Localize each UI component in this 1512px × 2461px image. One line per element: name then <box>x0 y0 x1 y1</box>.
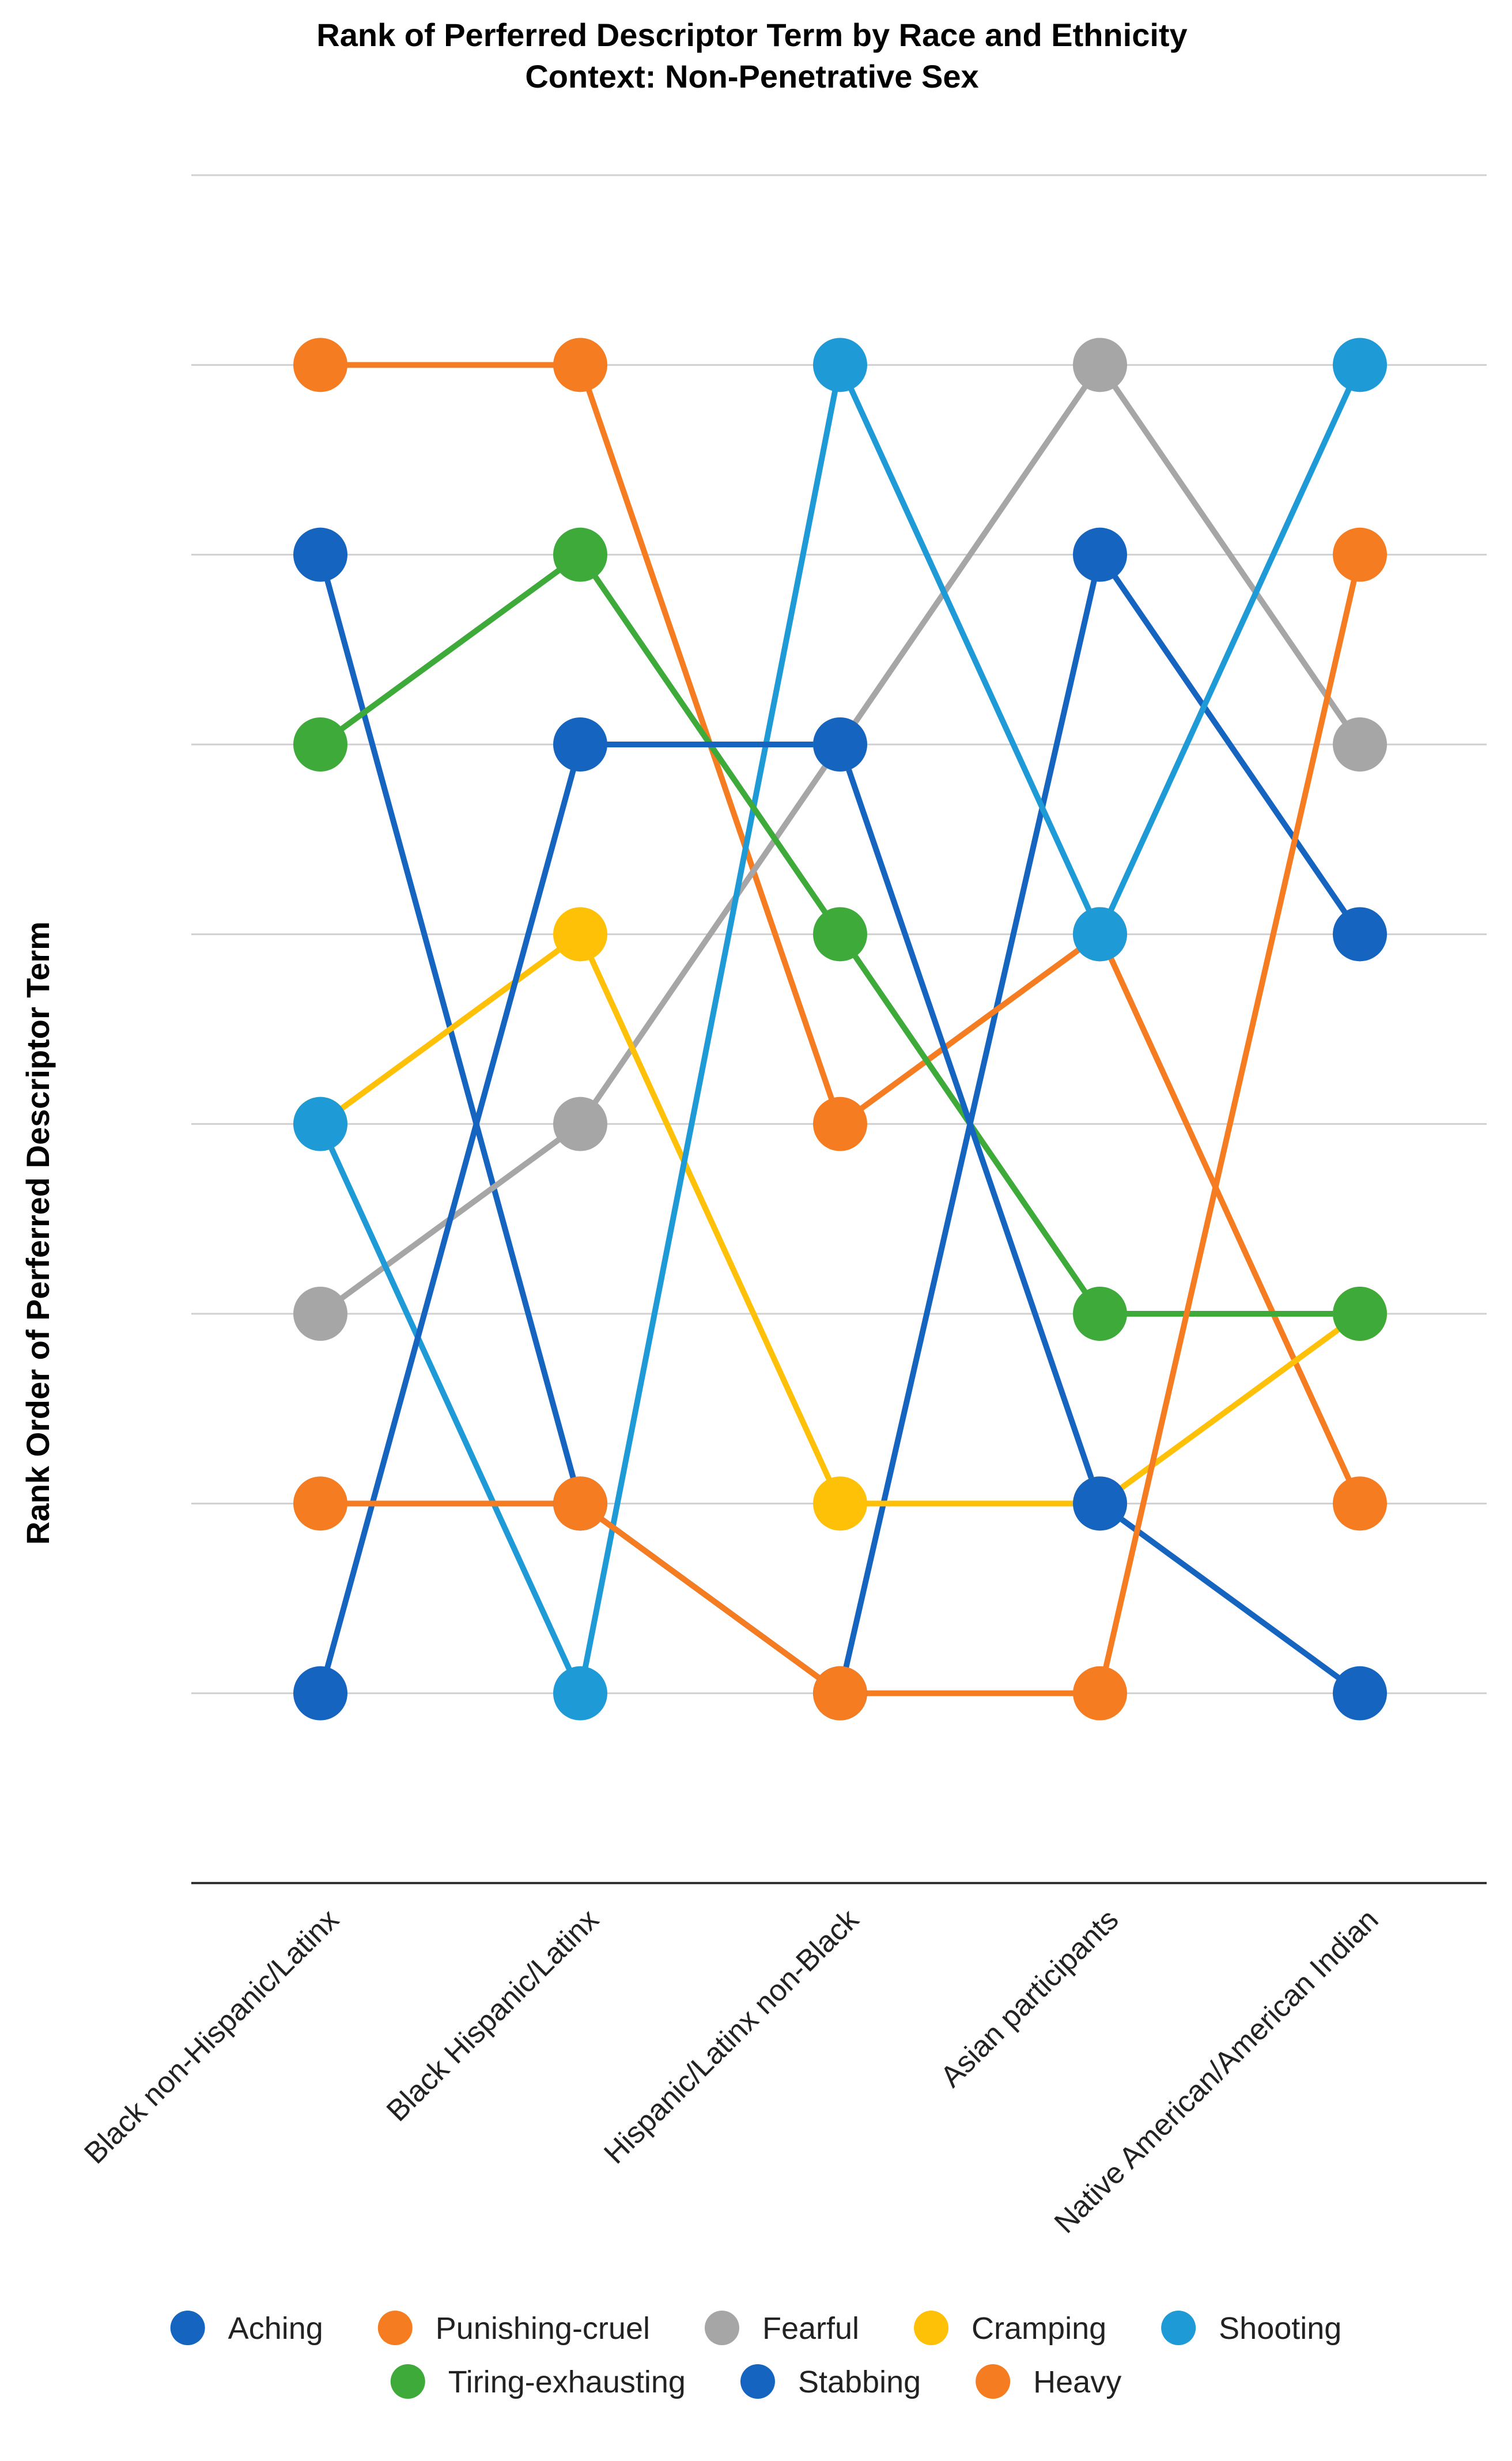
point-heavy <box>1333 527 1387 582</box>
point-shooting <box>293 1097 347 1151</box>
chart-subtitle: Context: Non-Penetrative Sex <box>525 58 978 94</box>
legend-marker <box>740 2364 775 2399</box>
legend-marker <box>976 2364 1011 2399</box>
point-fearful <box>1073 338 1127 392</box>
point-stabbing <box>293 1666 347 1721</box>
point-aching <box>1073 527 1127 582</box>
point-heavy <box>1073 1666 1127 1721</box>
legend-label: Fearful <box>762 2311 859 2346</box>
point-tiring-exhausting <box>813 907 867 962</box>
point-heavy <box>553 1476 607 1531</box>
point-heavy <box>813 1666 867 1721</box>
legend-marker <box>170 2311 205 2345</box>
legend-item-tiring-exhausting: Tiring-exhausting <box>390 2364 686 2399</box>
point-stabbing <box>1333 1666 1387 1721</box>
point-punishing-cruel <box>813 1097 867 1151</box>
point-punishing-cruel <box>553 338 607 392</box>
series-group <box>293 338 1387 1721</box>
legend-item-fearful: Fearful <box>704 2311 859 2346</box>
point-tiring-exhausting <box>1073 1287 1127 1341</box>
point-shooting <box>553 1666 607 1721</box>
legend-label: Aching <box>228 2311 323 2346</box>
point-punishing-cruel <box>1333 1476 1387 1531</box>
legend-item-punishing-cruel: Punishing-cruel <box>377 2311 650 2346</box>
legend-marker <box>914 2311 949 2345</box>
point-stabbing <box>553 717 607 772</box>
legend-marker <box>377 2311 413 2345</box>
legend-item-aching: Aching <box>170 2311 323 2346</box>
point-punishing-cruel <box>293 338 347 392</box>
legend-item-heavy: Heavy <box>976 2364 1121 2399</box>
legend-label: Cramping <box>972 2311 1106 2346</box>
point-cramping <box>813 1476 867 1531</box>
legend-label: Heavy <box>1033 2365 1121 2399</box>
point-fearful <box>553 1097 607 1151</box>
point-aching <box>293 527 347 582</box>
point-cramping <box>553 907 607 962</box>
legend-item-shooting: Shooting <box>1161 2311 1341 2346</box>
legend-label: Shooting <box>1219 2311 1341 2346</box>
legend-item-cramping: Cramping <box>914 2311 1106 2346</box>
legend-label: Tiring-exhausting <box>448 2365 686 2399</box>
point-tiring-exhausting <box>1333 1287 1387 1341</box>
legend-item-stabbing: Stabbing <box>740 2364 921 2399</box>
legend-marker <box>1161 2311 1196 2345</box>
point-stabbing <box>1073 1476 1127 1531</box>
legend-marker <box>390 2364 425 2399</box>
point-tiring-exhausting <box>553 527 607 582</box>
point-shooting <box>813 338 867 392</box>
legend-label: Stabbing <box>798 2365 921 2399</box>
series-markers <box>293 338 1387 1721</box>
point-aching <box>1333 907 1387 962</box>
point-fearful <box>293 1287 347 1341</box>
point-shooting <box>1073 907 1127 962</box>
y-axis-label: Rank Order of Perferred Descriptor Term <box>20 921 56 1545</box>
point-stabbing <box>813 717 867 772</box>
point-tiring-exhausting <box>293 717 347 772</box>
point-shooting <box>1333 338 1387 392</box>
chart-title: Rank of Perferred Descriptor Term by Rac… <box>316 17 1187 53</box>
legend: Aching Punishing-cruel Fearful Cramping Shoo… <box>170 2311 1341 2399</box>
point-fearful <box>1333 717 1387 772</box>
point-heavy <box>293 1476 347 1531</box>
legend-label: Punishing-cruel <box>436 2311 650 2346</box>
legend-marker <box>704 2311 739 2345</box>
